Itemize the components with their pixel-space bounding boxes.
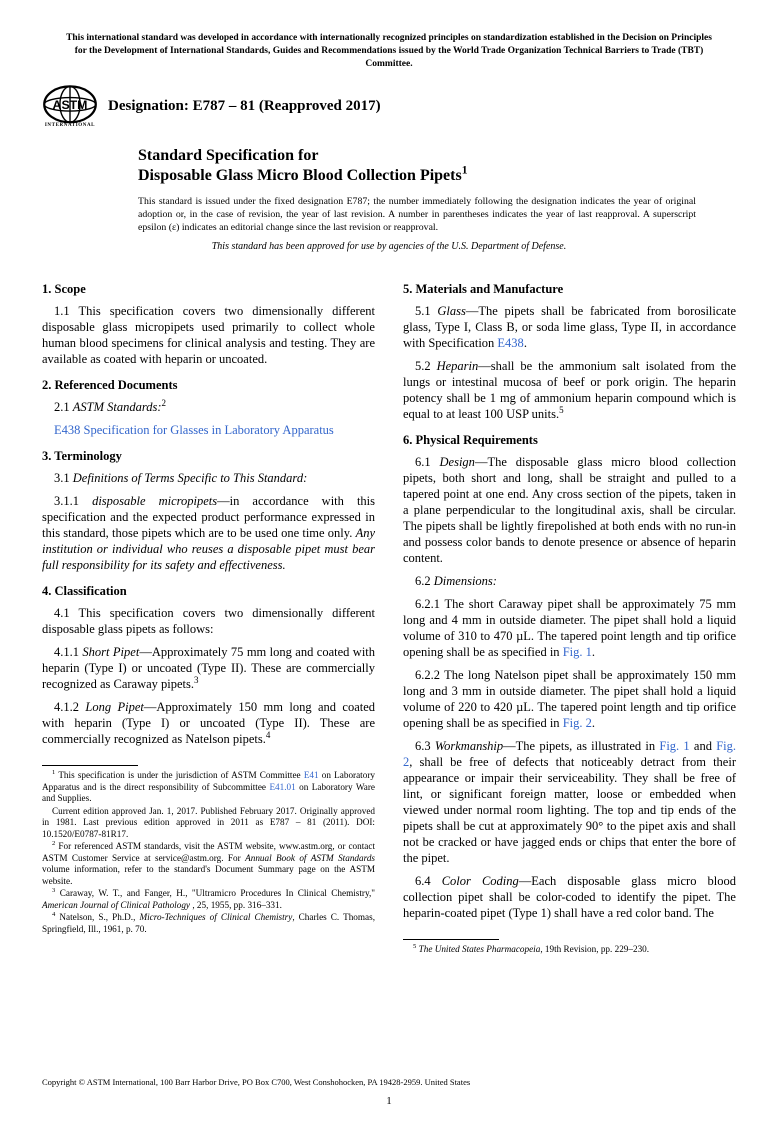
link-e4101[interactable]: E41.01 <box>269 782 295 792</box>
para-3-1-it: Definitions of Terms Specific to This St… <box>73 471 308 485</box>
para-2-1: 2.1 ASTM Standards:2 <box>42 399 375 415</box>
footnote-rule-right <box>403 939 499 940</box>
fn-ref-3: 3 <box>194 675 199 685</box>
section-5-head: 5. Materials and Manufacture <box>403 281 736 297</box>
term-short: Short Pipet <box>82 645 139 659</box>
section-6-head: 6. Physical Requirements <box>403 432 736 448</box>
page-number: 1 <box>42 1094 736 1108</box>
footnote-3: 3 Caraway, W. T., and Fanger, H., "Ultra… <box>42 888 375 911</box>
t: Micro-Techniques of Clinical Chemistry <box>139 912 292 922</box>
link-e438[interactable]: E438 <box>54 423 80 437</box>
para-6-1: 6.1 Design—The disposable glass micro bl… <box>403 454 736 566</box>
footnote-1b: Current edition approved Jan. 1, 2017. P… <box>42 806 375 841</box>
para-6-3: 6.3 Workmanship—The pipets, as illustrat… <box>403 738 736 866</box>
para-6-2-2: 6.2.2 The long Natelson pipet shall be a… <box>403 667 736 731</box>
title-block: Standard Specification for Disposable Gl… <box>138 146 736 186</box>
footnote-5: 5 The United States Pharmacopeia, 19th R… <box>403 944 736 956</box>
astm-logo: ASTM INTERNATIONAL <box>42 84 98 128</box>
para-2-1-label: ASTM Standards: <box>73 400 162 414</box>
logo-subtext: INTERNATIONAL <box>42 123 98 129</box>
section-3-head: 3. Terminology <box>42 448 375 464</box>
section-2-head: 2. Referenced Documents <box>42 377 375 393</box>
title-main: Disposable Glass Micro Blood Collection … <box>138 166 736 186</box>
fn-ref-2: 2 <box>162 398 167 408</box>
term-disposable: disposable micropipets <box>92 494 217 508</box>
t: volume information, refer to the standar… <box>42 864 375 886</box>
para-4-1: 4.1 This specification covers two dimens… <box>42 605 375 637</box>
t: —The pipets, as illustrated in <box>503 739 659 753</box>
link-fig1[interactable]: Fig. 1 <box>563 645 592 659</box>
t: . <box>524 336 527 350</box>
link-e41[interactable]: E41 <box>304 770 319 780</box>
term-color: Color Coding <box>442 874 519 888</box>
title-text: Disposable Glass Micro Blood Collection … <box>138 167 462 184</box>
t: 6.4 <box>415 874 442 888</box>
dod-approval: This standard has been approved for use … <box>42 241 736 254</box>
body-columns: 1. Scope 1.1 This specification covers t… <box>42 271 736 957</box>
t: , 25, 1955, pp. 316–331. <box>190 900 282 910</box>
para-3-1-1: 3.1.1 disposable micropipets—in accordan… <box>42 493 375 573</box>
term-long: Long Pipet <box>85 700 143 714</box>
t: , shall be free of defects that noticeab… <box>403 755 736 865</box>
t: 3.1.1 <box>54 494 92 508</box>
t: 5.2 <box>415 359 437 373</box>
t: . <box>592 645 595 659</box>
para-5-2: 5.2 Heparin—shall be the ammonium salt i… <box>403 358 736 422</box>
para-4-1-2: 4.1.2 Long Pipet—Approximately 150 mm lo… <box>42 699 375 747</box>
link-fig2[interactable]: Fig. 2 <box>563 716 592 730</box>
para-1-1: 1.1 This specification covers two dimens… <box>42 303 375 367</box>
term-dim: Dimensions: <box>434 574 497 588</box>
footnote-4: 4 Natelson, S., Ph.D., Micro-Techniques … <box>42 912 375 935</box>
section-1-head: 1. Scope <box>42 281 375 297</box>
para-2-1-num: 2.1 <box>54 400 73 414</box>
t: 5.1 <box>415 304 437 318</box>
para-3-1: 3.1 Definitions of Terms Specific to Thi… <box>42 470 375 486</box>
t: This specification is under the jurisdic… <box>55 770 304 780</box>
para-4-1-1: 4.1.1 Short Pipet—Approximately 75 mm lo… <box>42 644 375 692</box>
term-glass: Glass <box>437 304 465 318</box>
term-design: Design <box>440 455 475 469</box>
para-5-1: 5.1 Glass—The pipets shall be fabricated… <box>403 303 736 351</box>
t: 6.3 <box>415 739 435 753</box>
para-6-4: 6.4 Color Coding—Each disposable glass m… <box>403 873 736 921</box>
copyright: Copyright © ASTM International, 100 Barr… <box>42 1077 736 1088</box>
title-footnote-ref: 1 <box>462 165 468 177</box>
t: . <box>592 716 595 730</box>
t: —The disposable glass micro blood collec… <box>403 455 736 565</box>
left-column: 1. Scope 1.1 This specification covers t… <box>42 271 375 957</box>
footnote-1: 1 This specification is under the jurisd… <box>42 770 375 805</box>
para-6-2: 6.2 Dimensions: <box>403 573 736 589</box>
para-3-1-num: 3.1 <box>54 471 73 485</box>
t: 6.1 <box>415 455 440 469</box>
title-prefix: Standard Specification for <box>138 146 736 166</box>
t: Annual Book of ASTM Standards <box>245 853 375 863</box>
tbt-notice: This international standard was develope… <box>60 32 718 70</box>
term-heparin: Heparin <box>437 359 479 373</box>
term-work: Workmanship <box>435 739 503 753</box>
t: 6.2 <box>415 574 434 588</box>
fn-ref-5: 5 <box>559 405 564 415</box>
t: , 19th Revision, pp. 229–230. <box>540 944 649 954</box>
svg-text:ASTM: ASTM <box>53 98 88 112</box>
t: and <box>690 739 717 753</box>
link-fig1b[interactable]: Fig. 1 <box>659 739 689 753</box>
link-e438-2[interactable]: E438 <box>497 336 523 350</box>
fn-ref-4: 4 <box>266 730 271 740</box>
t: 4.1.1 <box>54 645 82 659</box>
issue-note: This standard is issued under the fixed … <box>138 196 736 234</box>
ref-e438: E438 Specification for Glasses in Labora… <box>54 422 375 438</box>
footnote-2: 2 For referenced ASTM standards, visit t… <box>42 841 375 887</box>
t: American Journal of Clinical Pathology <box>42 900 190 910</box>
designation: Designation: E787 – 81 (Reapproved 2017) <box>108 97 381 116</box>
footnote-rule-left <box>42 765 138 766</box>
t: The United States Pharmacopeia <box>416 944 540 954</box>
header-row: ASTM INTERNATIONAL Designation: E787 – 8… <box>42 84 736 128</box>
t: Caraway, W. T., and Fanger, H., "Ultrami… <box>55 888 375 898</box>
t: Natelson, S., Ph.D., <box>55 912 139 922</box>
t: 4.1.2 <box>54 700 85 714</box>
right-column: 5. Materials and Manufacture 5.1 Glass—T… <box>403 271 736 957</box>
para-6-2-1: 6.2.1 The short Caraway pipet shall be a… <box>403 596 736 660</box>
link-e438-title[interactable]: Specification for Glasses in Laboratory … <box>80 423 333 437</box>
section-4-head: 4. Classification <box>42 583 375 599</box>
